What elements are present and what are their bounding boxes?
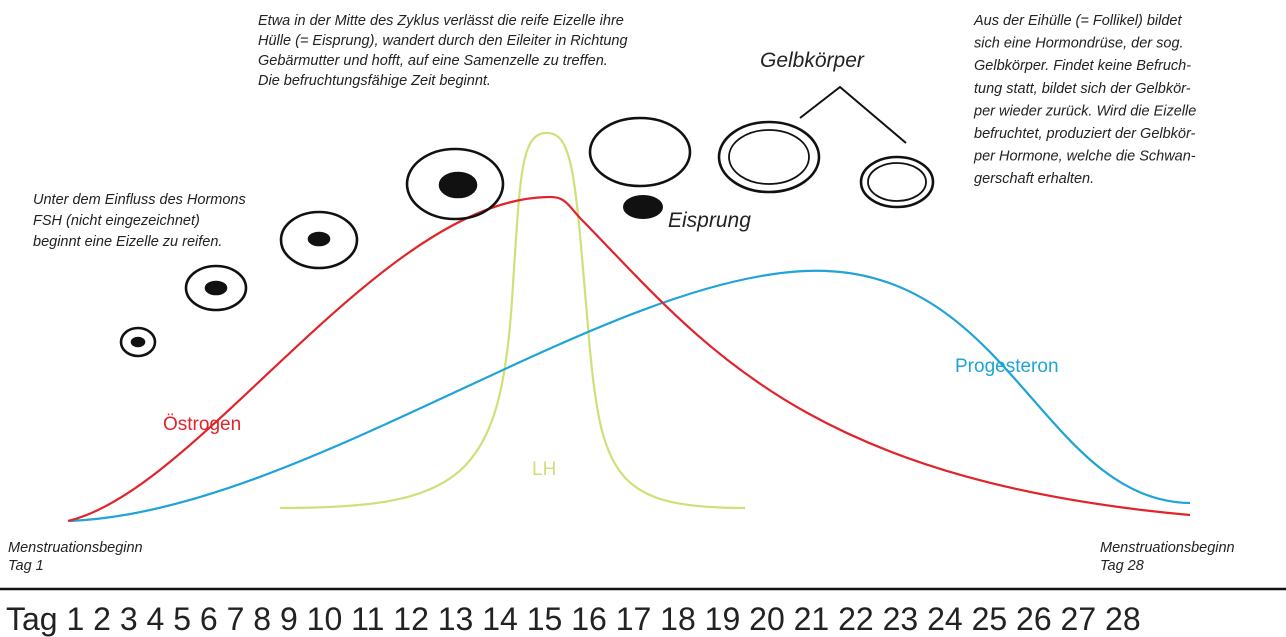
- end-day: Tag 28: [1100, 558, 1144, 574]
- released-egg: [623, 195, 663, 219]
- corpus-luteum: [719, 122, 819, 192]
- day-scale: Tag 1 2 3 4 5 6 7 8 9 10 11 12 13 14 15 …: [6, 601, 1141, 637]
- lh-label: LH: [532, 459, 556, 480]
- annotation-line: Die befruchtungsfähige Zeit beginnt.: [258, 73, 491, 89]
- egg: [440, 173, 476, 197]
- annotation-line: per wieder zurück. Wird die Eizelle: [973, 103, 1196, 119]
- corpus-luteum-label: Gelbkörper: [760, 49, 865, 72]
- corpus-luteum: [861, 157, 933, 207]
- annotation-line: FSH (nicht eingezeichnet): [33, 213, 200, 229]
- corpus-luteum-inner: [729, 130, 809, 184]
- egg: [132, 338, 144, 346]
- start-day: Tag 1: [8, 558, 44, 574]
- annotation-line: tung statt, bildet sich der Gelbkör-: [974, 81, 1191, 97]
- diagram: Östrogen Progesteron LH Eisprung Gelbkör…: [0, 0, 1286, 637]
- annotation-line: Aus der Eihülle (= Follikel) bildet: [973, 13, 1182, 29]
- annotation-line: Hülle (= Eisprung), wandert durch den Ei…: [258, 33, 628, 49]
- annotation-line: sich eine Hormondrüse, der sog.: [974, 36, 1184, 52]
- annotation-line: Gelbkörper. Findet keine Befruch-: [974, 58, 1191, 74]
- progesterone-label: Progesteron: [955, 356, 1059, 377]
- follicles: [121, 87, 933, 356]
- egg: [309, 233, 329, 245]
- end-label: Menstruationsbeginn: [1100, 540, 1235, 556]
- annotation-line: Unter dem Einfluss des Hormons: [33, 192, 246, 208]
- annotation-line: Gebärmutter und hofft, auf eine Samenzel…: [258, 53, 608, 69]
- annotation-line: beginnt eine Eizelle zu reifen.: [33, 234, 222, 250]
- annotation-line: per Hormone, welche die Schwan-: [973, 149, 1196, 165]
- annotation-line: gerschaft erhalten.: [974, 171, 1094, 187]
- start-label: Menstruationsbeginn: [8, 540, 143, 556]
- egg: [206, 282, 226, 294]
- annotation-line: Etwa in der Mitte des Zyklus verlässt di…: [258, 13, 624, 29]
- annotation-line: befruchtet, produziert der Gelbkör-: [974, 126, 1196, 142]
- pointer-lines: [800, 87, 906, 143]
- lh-curve: [280, 133, 745, 508]
- ovulation-label: Eisprung: [668, 209, 751, 232]
- corpus-luteum-inner: [868, 163, 926, 201]
- empty-follicle: [590, 118, 690, 186]
- estrogen-label: Östrogen: [163, 414, 241, 435]
